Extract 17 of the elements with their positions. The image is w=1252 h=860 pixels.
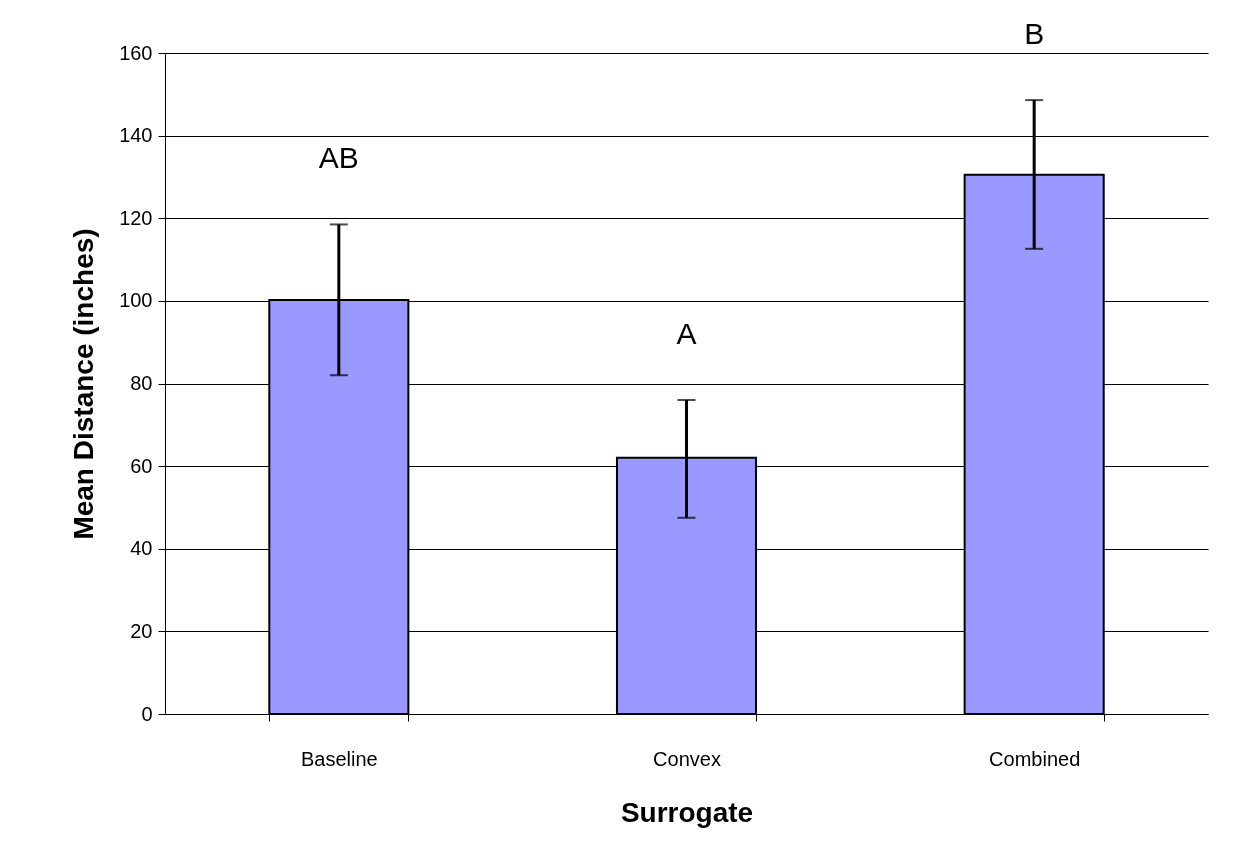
y-tick-label: 20 <box>130 619 153 642</box>
y-tick-label: 100 <box>119 289 153 312</box>
y-tick-label: 0 <box>141 702 153 725</box>
y-tick-label: 120 <box>119 206 153 229</box>
annotation: A <box>676 317 697 351</box>
y-tick-label: 40 <box>130 537 153 560</box>
y-tick-label: 60 <box>130 454 153 477</box>
text: B <box>1024 17 1045 51</box>
annotation: AB <box>318 141 359 175</box>
y-tick-label: 80 <box>130 372 153 394</box>
x-tick-label: Baseline <box>300 747 378 770</box>
y-tick-label: 160 <box>119 41 153 64</box>
x-axis-title: Surrogate <box>620 796 754 828</box>
y-axis-title: Mean Distance (inches) <box>68 228 100 540</box>
x-tick-label: Combined <box>989 747 1081 770</box>
x-tick-label: Convex <box>653 747 721 770</box>
y-tick-label: 140 <box>119 124 153 147</box>
